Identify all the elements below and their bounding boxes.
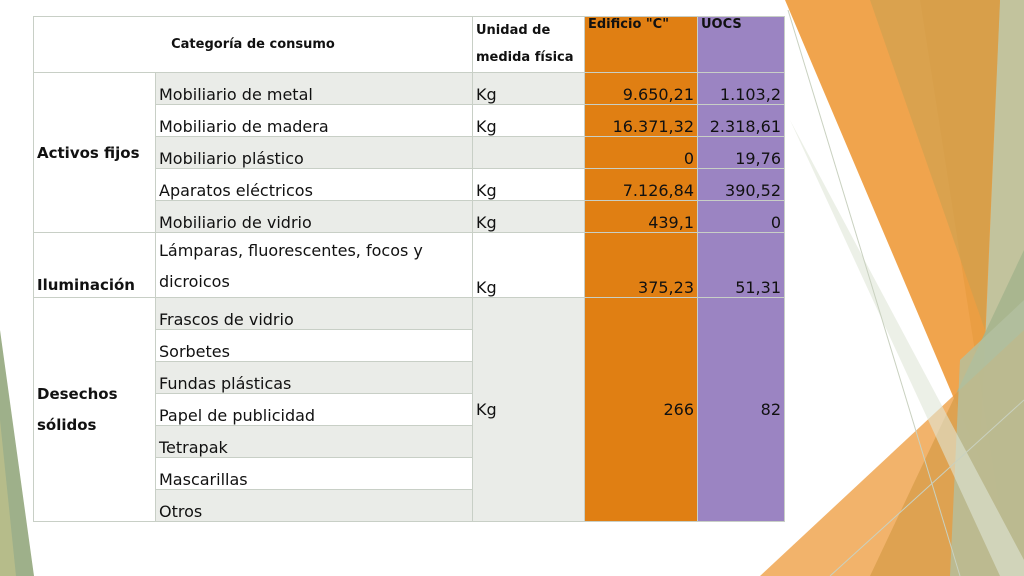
uocs-value: 82 (697, 297, 785, 522)
table-row: Mascarillas (34, 457, 785, 490)
unit-cell: Kg (472, 232, 585, 298)
edificio-value: 16.371,32 (584, 104, 698, 137)
edificio-value: 266 (584, 297, 698, 522)
category-iluminacion: Iluminación (33, 232, 156, 298)
left-green-wedge (0, 330, 34, 576)
item-line1: Lámparas, fluorescentes, focos y (159, 241, 423, 260)
edificio-value: 375,23 (584, 232, 698, 298)
header-uocs: UOCS (697, 16, 785, 73)
unit-cell: Kg (472, 200, 585, 233)
category-line2: sólidos (37, 415, 97, 434)
uocs-value: 2.318,61 (697, 104, 785, 137)
item-cell: Lámparas, fluorescentes, focos y dicroic… (155, 232, 473, 298)
table-row: Mobiliario de madera Kg 16.371,32 2.318,… (34, 104, 785, 137)
unit-cell: Kg (472, 297, 585, 522)
category-activos-fijos: Activos fijos (33, 72, 156, 233)
table-row: Iluminación Lámparas, fluorescentes, foc… (33, 232, 785, 298)
header-edificio: Edificio "C" (584, 16, 698, 73)
header-unit: Unidad de medida física (472, 16, 585, 73)
item-cell: Mobiliario de metal (155, 72, 473, 105)
item-cell: Papel de publicidad (155, 393, 473, 426)
item-cell: Mascarillas (155, 457, 473, 490)
item-cell: Mobiliario de madera (155, 104, 473, 137)
header-row: Categoría de consumo Unidad de medida fí… (33, 16, 785, 73)
right-decorative-shapes (760, 0, 1024, 576)
item-cell: Frascos de vidrio (155, 297, 473, 330)
table-row: Tetrapak (34, 425, 785, 458)
uocs-value: 19,76 (697, 136, 785, 169)
uocs-value: 51,31 (697, 232, 785, 298)
unit-cell: Kg (472, 104, 585, 137)
item-cell: Sorbetes (155, 329, 473, 362)
table-row: Aparatos eléctricos Kg 7.126,84 390,52 (34, 168, 785, 201)
item-cell: Otros (155, 489, 473, 522)
item-cell: Fundas plásticas (155, 361, 473, 394)
edificio-value: 0 (584, 136, 698, 169)
table-row: Sorbetes (34, 329, 785, 362)
table-row: Activos fijos Mobiliario de metal Kg 9.6… (33, 72, 785, 233)
unit-cell: Kg (472, 72, 585, 105)
category-line1: Desechos (37, 384, 118, 403)
header-category: Categoría de consumo (33, 16, 473, 73)
category-desechos-solidos: Desechos sólidos (33, 297, 156, 522)
edificio-value: 7.126,84 (584, 168, 698, 201)
item-cell: Mobiliario plástico (155, 136, 473, 169)
item-line2: dicroicos (159, 272, 230, 291)
table-row: Mobiliario plástico 0 19,76 (34, 136, 785, 169)
table-row: Fundas plásticas (34, 361, 785, 394)
uocs-value: 1.103,2 (697, 72, 785, 105)
item-cell: Mobiliario de vidrio (155, 200, 473, 233)
table-row: Desechos sólidos Frascos de vidrio Kg 26… (33, 297, 785, 522)
edificio-value: 439,1 (584, 200, 698, 233)
consumption-table: Categoría de consumo Unidad de medida fí… (33, 16, 785, 522)
unit-cell: Kg (472, 168, 585, 201)
table-row: Otros (34, 489, 785, 522)
header-unit-line2: medida física (476, 50, 574, 65)
edificio-value: 9.650,21 (584, 72, 698, 105)
item-cell: Aparatos eléctricos (155, 168, 473, 201)
table-row: Mobiliario de vidrio Kg 439,1 0 (34, 200, 785, 233)
uocs-value: 390,52 (697, 168, 785, 201)
header-unit-line1: Unidad de (476, 23, 551, 38)
unit-cell (472, 136, 585, 169)
uocs-value: 0 (697, 200, 785, 233)
item-cell: Tetrapak (155, 425, 473, 458)
